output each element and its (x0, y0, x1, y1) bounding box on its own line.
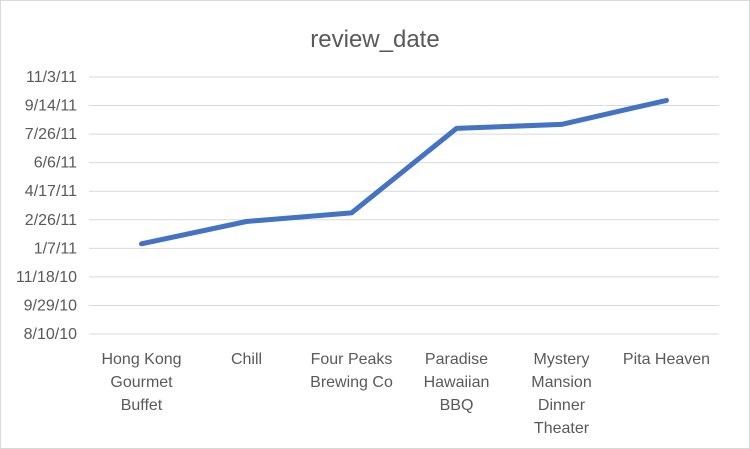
x-tick-label: Four Peaks Brewing Co (310, 351, 393, 391)
y-tick-label: 4/17/11 (25, 183, 77, 200)
y-tick-label: 11/3/11 (26, 69, 77, 86)
x-tick-label: Pita Heaven (623, 351, 710, 368)
x-tick-label: Mystery Mansion Dinner Theater (531, 351, 591, 437)
series-line (139, 97, 669, 247)
x-axis-ticks: Hong Kong Gourmet Buffet Chill Four Peaks Bre… (101, 351, 710, 437)
chart-title: review_date (310, 26, 439, 53)
x-tick-label: Paradise Hawaiian BBQ (424, 351, 490, 414)
y-tick-label: 6/6/11 (34, 155, 77, 172)
y-tick-label: 7/26/11 (25, 126, 77, 143)
gridlines (89, 76, 719, 335)
series (139, 97, 669, 247)
y-tick-label: 8/10/10 (24, 326, 77, 343)
y-tick-label: 9/29/10 (24, 297, 77, 314)
y-tick-label: 11/18/10 (16, 269, 77, 286)
y-tick-label: 9/14/11 (25, 98, 77, 115)
y-tick-label: 1/7/11 (34, 240, 77, 257)
y-tick-label: 2/26/11 (25, 212, 77, 229)
x-tick-label: Hong Kong Gourmet Buffet (101, 351, 181, 414)
y-axis-ticks: 11/3/11 9/14/11 7/26/11 6/6/11 4/17/11 2/26/1… (16, 69, 77, 343)
x-tick-label: Chill (231, 351, 262, 368)
